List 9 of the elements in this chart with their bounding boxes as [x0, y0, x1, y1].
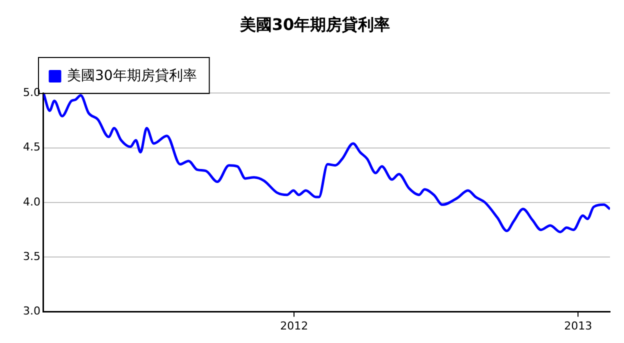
chart-title: 美國30年期房貸利率 [238, 14, 390, 34]
x-tick-label: 2012 [280, 319, 308, 332]
y-tick-label: 4.0 [22, 195, 40, 208]
legend-label: 美國30年期房貸利率 [67, 68, 197, 84]
y-tick-label: 3.5 [22, 250, 40, 264]
y-tick-label: 3.0 [22, 304, 40, 318]
y-tick-label: 4.5 [22, 140, 40, 154]
line-series [43, 93, 610, 234]
x-tick-label: 2013 [564, 319, 592, 332]
